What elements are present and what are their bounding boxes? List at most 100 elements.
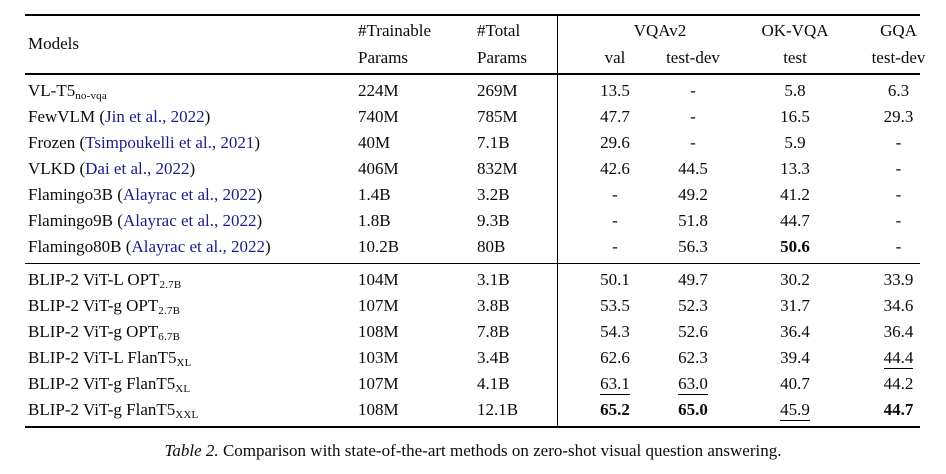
model-subscript: 2.7B [159,279,182,292]
table-row: BLIP-2 ViT-L FlanT5XL 103M 3.4B 62.6 62.3 39.… [25,345,920,371]
cell-value: - [895,184,902,204]
cell-trainable-params: 1.8B [358,208,477,234]
citation-link[interactable]: Jin et al., 2022 [104,106,205,126]
table-row: Flamingo80B (Alayrac et al., 2022) 10.2B 8… [25,234,920,260]
citation-link[interactable]: Alayrac et al., 2022 [122,210,257,230]
cell-total-params: 3.1B [477,267,582,293]
cell-value: - [612,236,618,256]
cell-trainable-params: 107M [358,293,477,319]
table-rule-header [25,73,920,75]
cell-value: 108M [358,322,399,342]
cell-trainable-params: 103M [358,345,477,371]
table-row: Frozen (Tsimpoukelli et al., 2021) 40M 7.1… [25,130,920,156]
cell-total-params: 80B [477,234,582,260]
cell-value: 16.5 [780,106,810,126]
cell-value: 51.8 [678,210,708,230]
cell-model: FewVLM (Jin et al., 2022) [28,106,211,126]
cell-vqav2-testdev: 62.3 [648,345,738,371]
cell-vqav2-testdev: 44.5 [648,156,738,182]
cell-trainable-params: 108M [358,319,477,345]
table-row: BLIP-2 ViT-g FlanT5XXL 108M 12.1B 65.2 65.0 4… [25,397,920,423]
table-caption: Table 2. Comparison with state-of-the-ar… [0,441,946,461]
citation-link[interactable]: Dai et al., 2022 [85,158,190,178]
cell-model: BLIP-2 ViT-g FlanT5XL [25,371,358,397]
table-row: BLIP-2 ViT-g OPT2.7B 107M 3.8B 53.5 52.3 31.7… [25,293,920,319]
cell-total-params: 3.2B [477,182,582,208]
cell-value: - [612,184,618,204]
cell-gqa-testdev: 29.3 [852,104,945,130]
cell-value: 13.3 [780,158,810,178]
model-name: BLIP-2 ViT-g OPT [28,296,159,316]
cell-gqa-testdev: 33.9 [852,267,945,293]
cell-gqa-testdev: 44.7 [852,397,945,423]
model-name: Flamingo3B [28,184,114,204]
cell-gqa-testdev: - [852,130,945,156]
model-name: BLIP-2 ViT-L OPT [28,270,160,290]
header-trainable-params: #Trainable Params [358,21,432,67]
cell-value: 29.3 [883,106,914,126]
caption-text: Comparison with state-of-the-art methods… [222,441,782,460]
citation-link[interactable]: Alayrac et al., 2022 [122,184,257,204]
model-name: FewVLM [28,106,96,126]
cell-model: Flamingo3B (Alayrac et al., 2022) [28,184,263,204]
cell-model: BLIP-2 ViT-g FlanT5XXL [25,397,358,423]
cell-okvqa-test: 39.4 [738,345,852,371]
cell-model: BLIP-2 ViT-g OPT2.7B [25,293,358,319]
cell-vqav2-val: 53.5 [582,293,648,319]
cell-trainable-params: 40M [358,130,477,156]
cell-value: 3.4B [477,348,510,368]
cell-value: 3.8B [477,296,510,316]
cell-value: 40.7 [780,374,810,394]
cell-total-params: 785M [477,104,582,130]
table-group-baselines: VL-T5no-vqa 224M 269M 13.5-5.8 6.3 FewVLM (Ji… [25,75,920,263]
cell-value: 29.6 [600,132,630,152]
model-name: Frozen [28,132,76,152]
cell-vqav2-val: - [582,208,648,234]
cell-trainable-params: 740M [358,104,477,130]
cell-gqa-testdev: 34.6 [852,293,945,319]
cell-value: - [895,132,902,152]
cell-total-params: 12.1B [477,397,582,423]
model-name: Flamingo9B [28,210,114,230]
cell-value: 3.1B [477,270,510,290]
cell-value: 7.1B [477,132,510,152]
cell-total-params: 269M [477,78,582,104]
header-okvqa: OK-VQA [761,21,829,40]
model-name: VL-T5 [28,80,76,100]
cell-value: 1.4B [358,184,391,204]
model-subscript: XL [176,357,192,370]
model-subscript: no-vqa [75,89,107,102]
cell-value: 44.5 [678,158,708,178]
cell-value: 50.6 [780,236,810,256]
cell-value: 45.9 [780,400,810,422]
cell-trainable-params: 224M [358,78,477,104]
cell-value: 31.7 [780,296,810,316]
cell-value: - [690,106,696,126]
column-divider [557,14,559,429]
cell-total-params: 832M [477,156,582,182]
table-row: BLIP-2 ViT-g FlanT5XL 107M 4.1B 63.1 63.0 40.… [25,371,920,397]
cell-value: 30.2 [780,270,810,290]
cell-value: 62.6 [600,348,630,368]
cell-vqav2-val: 62.6 [582,345,648,371]
header-models: Models [28,34,79,53]
model-subscript: XL [175,383,191,396]
cell-okvqa-test: 31.7 [738,293,852,319]
header-vqav2: VQAv2 [633,21,687,40]
table-header: Models #Trainable Params #Total Params V… [25,16,925,73]
cell-vqav2-val: 65.2 [582,397,648,423]
cell-gqa-testdev: 6.3 [852,78,945,104]
citation-link[interactable]: Alayrac et al., 2022 [131,236,266,256]
table-row: BLIP-2 ViT-g OPT6.7B 108M 7.8B 54.3 52.6 36.4… [25,319,920,345]
cell-value: 65.2 [600,400,630,420]
cell-vqav2-val: 13.5 [582,78,648,104]
citation-link[interactable]: Tsimpoukelli et al., 2021 [85,132,255,152]
cell-total-params: 4.1B [477,371,582,397]
cell-value: 49.2 [678,184,708,204]
cell-value: 103M [358,348,399,368]
cell-value: 52.6 [678,322,708,342]
cell-value: 47.7 [600,106,630,126]
cell-value: 6.3 [887,80,910,100]
cell-okvqa-test: 40.7 [738,371,852,397]
table-row: VLKD (Dai et al., 2022) 406M 832M 42.6 44.5 1… [25,156,920,182]
